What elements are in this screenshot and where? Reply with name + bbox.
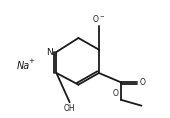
Text: O: O [139, 78, 145, 87]
Text: O: O [113, 89, 119, 98]
Text: Na: Na [17, 61, 30, 71]
Text: N: N [46, 48, 53, 57]
Text: +: + [28, 58, 34, 64]
Text: OH: OH [64, 104, 75, 114]
Text: O$^-$: O$^-$ [92, 13, 106, 24]
